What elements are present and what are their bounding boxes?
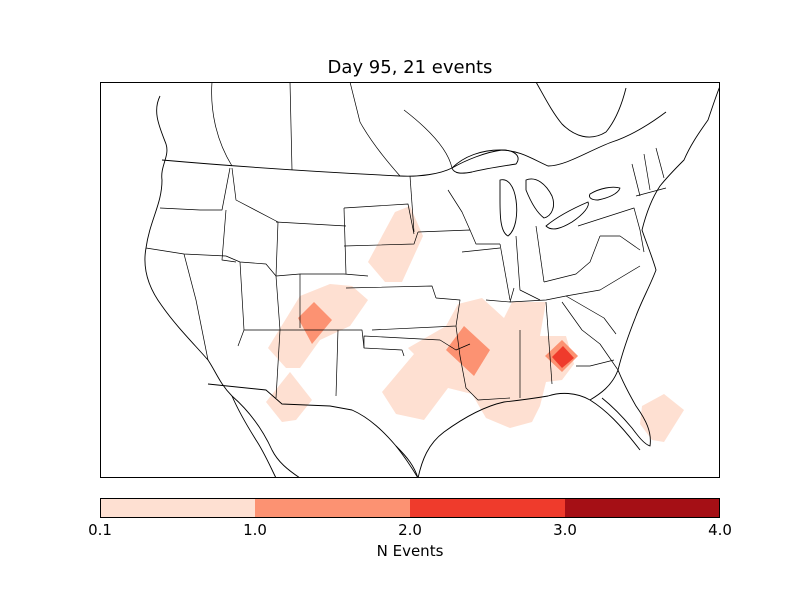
density-region-arizona [266, 372, 312, 422]
gulf-coast [417, 392, 641, 478]
lake-michigan [499, 179, 518, 237]
colorbar-bin-1 [100, 498, 255, 518]
colorbar-bin-4 [565, 498, 720, 518]
colorbar-label: N Events [376, 542, 444, 560]
colorbar-tick-3: 3.0 [553, 521, 577, 539]
colorbar [100, 498, 720, 518]
density-peak-alabama [552, 346, 574, 368]
lake-huron [525, 178, 555, 219]
density-core-colorado [298, 302, 332, 344]
colorbar-tick-2: 2.0 [398, 521, 422, 539]
density-core-arkansas [446, 326, 490, 376]
lake-superior [451, 149, 519, 174]
atlantic-coast [617, 85, 720, 371]
lake-erie [545, 201, 589, 230]
baja-coast [231, 395, 277, 478]
west-coast [144, 95, 301, 478]
us-canada-border [161, 111, 667, 177]
hudson-bay-coast [535, 82, 627, 138]
density-region-florida [640, 394, 684, 442]
map-panel [100, 82, 720, 478]
state-borders [145, 147, 667, 401]
lake-ontario [589, 186, 621, 201]
density-region-northern-plains [368, 206, 423, 282]
basemap-lines [144, 82, 720, 478]
colorbar-tick-4: 4.0 [708, 521, 732, 539]
colorbar-bin-3 [410, 498, 565, 518]
us-mexico-border [207, 383, 419, 478]
colorbar-tick-0: 0.1 [88, 521, 112, 539]
colorbar-bin-2 [255, 498, 410, 518]
colorbar-tick-1: 1.0 [243, 521, 267, 539]
canada-province-lines [211, 82, 453, 177]
map-title: Day 95, 21 events [327, 57, 493, 78]
florida-coast [589, 369, 651, 447]
